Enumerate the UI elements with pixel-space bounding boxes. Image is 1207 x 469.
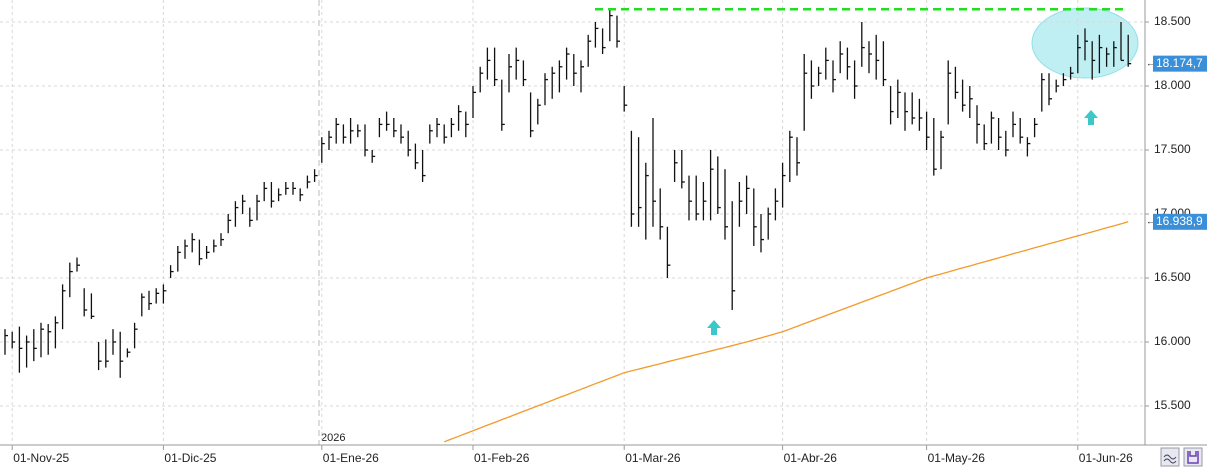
y-tick-label: 18.500 <box>1154 14 1191 28</box>
last-value-box <box>1153 213 1207 230</box>
x-tick-label: 01-Ene-26 <box>323 451 379 465</box>
last-value-label: 16.938,9 <box>1156 214 1203 228</box>
y-tick-label: 15.500 <box>1154 398 1191 412</box>
y-tick-label: 16.000 <box>1154 334 1191 348</box>
x-tick-label: 01-Jun-26 <box>1079 451 1133 465</box>
moving-average-line <box>443 221 1129 443</box>
x-tick-label: 01-Dic-25 <box>164 451 216 465</box>
x-tick-label: 01-Nov-25 <box>13 451 69 465</box>
last-value-label: 18.174,7 <box>1156 56 1203 70</box>
y-tick-label: 17.500 <box>1154 142 1191 156</box>
y-tick-label: 18.000 <box>1154 78 1191 92</box>
x-tick-label: 01-Mar-26 <box>625 451 681 465</box>
year-label: 2026 <box>321 432 345 444</box>
x-tick-label: 01-Abr-26 <box>784 451 838 465</box>
chart-button-icon <box>1163 454 1177 464</box>
last-value-pointer: ← <box>1146 58 1155 68</box>
x-tick-label: 01-May-26 <box>928 451 986 465</box>
x-tick-label: 01-Feb-26 <box>474 451 530 465</box>
y-tick-label: 16.500 <box>1154 270 1191 284</box>
last-value-pointer: ← <box>1146 216 1155 226</box>
grid-layer <box>0 0 1145 445</box>
arrow-up <box>707 320 721 335</box>
arrow-up <box>1084 110 1098 125</box>
save-icon <box>1187 451 1199 464</box>
last-value-box <box>1153 55 1207 72</box>
